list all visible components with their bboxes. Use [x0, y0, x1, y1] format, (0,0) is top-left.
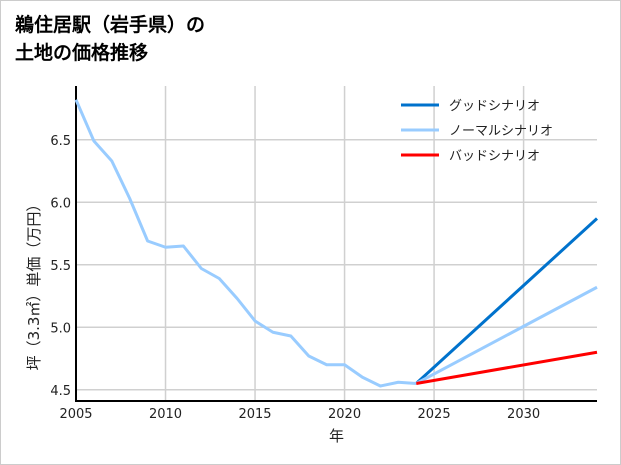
title-line-1: 鵜住居駅（岩手県）の — [15, 14, 206, 36]
legend-label: ノーマルシナリオ — [449, 124, 553, 139]
x-tick-label: 2025 — [418, 407, 451, 422]
chart-title: 鵜住居駅（岩手県）の 土地の価格推移 — [15, 11, 205, 67]
y-tick-label: 4.5 — [50, 384, 71, 399]
x-tick-label: 2015 — [238, 407, 271, 422]
x-tick-label: 2005 — [59, 407, 92, 422]
x-tick-label: 2010 — [149, 407, 182, 422]
series-line-history — [74, 99, 417, 388]
x-tick-label: 2030 — [507, 407, 540, 422]
legend-label: グッドシナリオ — [449, 99, 540, 114]
y-tick-label: 6.5 — [50, 134, 71, 149]
y-tick-label: 5.0 — [50, 321, 71, 336]
y-tick-label: 6.0 — [50, 196, 71, 211]
series-line-グッドシナリオ — [415, 217, 599, 385]
series-line-バッドシナリオ — [415, 350, 598, 385]
x-tick-label: 2020 — [328, 407, 361, 422]
y-tick-label: 5.5 — [50, 259, 71, 274]
legend-label: バッドシナリオ — [449, 149, 540, 164]
y-axis-label: 坪（3.3㎡）単価（万円） — [25, 197, 43, 371]
title-line-2: 土地の価格推移 — [15, 42, 149, 64]
series-line-ノーマルシナリオ — [415, 285, 598, 385]
x-axis-label: 年 — [329, 427, 344, 445]
